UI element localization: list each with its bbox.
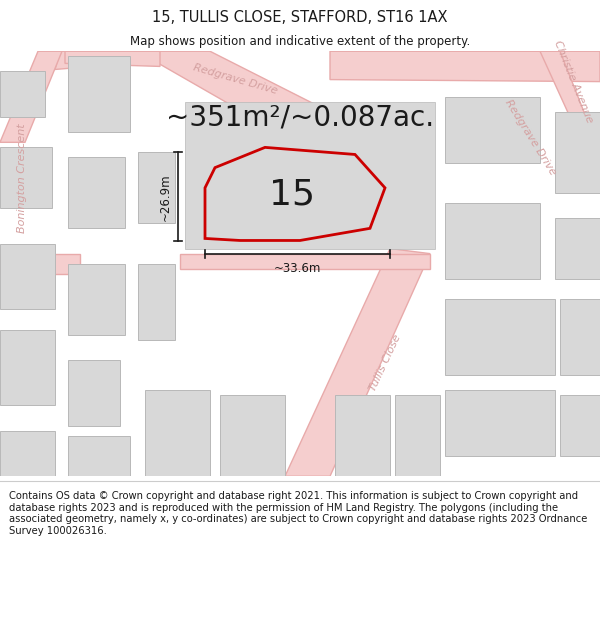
Text: Map shows position and indicative extent of the property.: Map shows position and indicative extent…: [130, 35, 470, 48]
Polygon shape: [0, 254, 80, 274]
Polygon shape: [55, 51, 390, 168]
Polygon shape: [335, 395, 390, 476]
Text: ~33.6m: ~33.6m: [274, 262, 321, 275]
Polygon shape: [68, 264, 125, 334]
Polygon shape: [490, 51, 600, 182]
Polygon shape: [220, 395, 285, 476]
Text: Christie Avenue: Christie Avenue: [552, 39, 594, 124]
Polygon shape: [445, 97, 540, 162]
Polygon shape: [445, 390, 555, 456]
Polygon shape: [445, 299, 555, 375]
Polygon shape: [0, 329, 55, 406]
Polygon shape: [0, 431, 55, 476]
Polygon shape: [68, 158, 125, 228]
Polygon shape: [330, 51, 600, 82]
Polygon shape: [445, 203, 540, 279]
Polygon shape: [560, 395, 600, 456]
Polygon shape: [0, 244, 55, 309]
Polygon shape: [0, 51, 62, 142]
Polygon shape: [185, 102, 435, 249]
Polygon shape: [560, 299, 600, 375]
Text: Contains OS data © Crown copyright and database right 2021. This information is : Contains OS data © Crown copyright and d…: [9, 491, 587, 536]
Text: 15, TULLIS CLOSE, STAFFORD, ST16 1AX: 15, TULLIS CLOSE, STAFFORD, ST16 1AX: [152, 10, 448, 25]
Text: Bonington Crescent: Bonington Crescent: [17, 123, 27, 232]
Polygon shape: [0, 148, 52, 208]
Polygon shape: [65, 51, 160, 66]
Text: Redgrave Drive: Redgrave Drive: [503, 98, 557, 177]
Polygon shape: [68, 56, 130, 132]
Text: Tullis Close: Tullis Close: [367, 333, 403, 393]
Polygon shape: [145, 390, 210, 476]
Polygon shape: [138, 264, 175, 339]
Polygon shape: [138, 152, 175, 223]
Polygon shape: [180, 254, 430, 269]
Polygon shape: [68, 360, 120, 426]
Polygon shape: [555, 112, 600, 193]
Polygon shape: [68, 436, 130, 476]
Text: 15: 15: [269, 178, 315, 212]
Polygon shape: [285, 249, 430, 476]
Text: Redgrave Drive: Redgrave Drive: [191, 62, 278, 96]
Polygon shape: [395, 395, 440, 476]
Text: ~26.9m: ~26.9m: [159, 173, 172, 221]
Polygon shape: [555, 218, 600, 279]
Polygon shape: [0, 71, 45, 117]
Text: ~351m²/~0.087ac.: ~351m²/~0.087ac.: [166, 103, 434, 131]
